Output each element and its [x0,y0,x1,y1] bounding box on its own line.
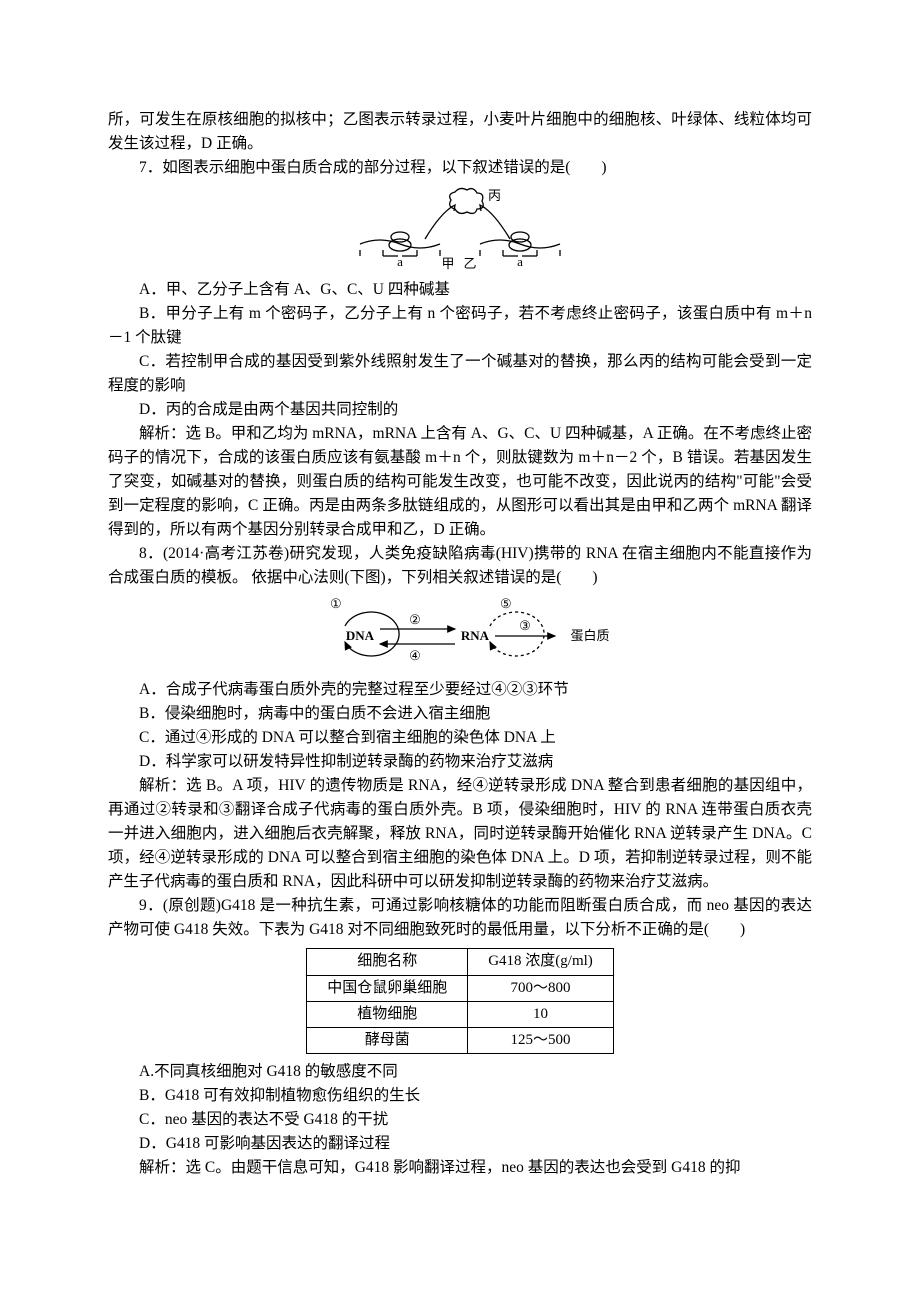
td: 125～500 [468,1028,614,1054]
fig1-yi: 乙 [463,256,476,271]
table-header-row: 细胞名称 G418 浓度(g/ml) [307,949,614,975]
intro-tail: 所，可发生在原核细胞的拟核中；乙图表示转录过程，小麦叶片细胞中的细胞核、叶绿体、… [108,108,812,156]
q8-stem: 8．(2014·高考江苏卷)研究发现，人类免疫缺陷病毒(HIV)携带的 RNA … [108,542,812,590]
q7-stem: 7．如图表示细胞中蛋白质合成的部分过程，以下叙述错误的是( ) [108,156,812,180]
q8-optD: D．科学家可以研发特异性抑制逆转录酶的药物来治疗艾滋病 [108,750,812,774]
q9-optD: D．G418 可影响基因表达的翻译过程 [108,1132,812,1156]
q9-stem: 9．(原创题)G418 是一种抗生素，可通过影响核糖体的功能而阻断蛋白质合成，而… [108,894,812,942]
q9-optA: A.不同真核细胞对 G418 的敏感度不同 [108,1060,812,1084]
td: 酵母菌 [307,1028,468,1054]
fig2-n1: ① [330,596,342,611]
fig1-a1: a [397,254,403,269]
q7-optC: C．若控制甲合成的基因受到紫外线照射发生了一个碱基对的替换，那么丙的结构可能会受… [108,350,812,398]
q9-optB: B．G418 可有效抑制植物愈伤组织的生长 [108,1084,812,1108]
td: 700～800 [468,975,614,1001]
q7-optA: A．甲、乙分子上含有 A、G、C、U 四种碱基 [108,278,812,302]
q8-figure: DNA RNA 蛋白质 ① ② ③ ④ ⑤ [108,594,812,674]
q7-figure: a a 甲 乙 丙 [108,184,812,274]
fig2-n4: ④ [409,648,421,663]
q9-ans: 解析：选 C。由题干信息可知，G418 影响翻译过程，neo 基因的表达也会受到… [108,1156,812,1180]
fig1-bing: 丙 [488,188,501,203]
q8-optA: A．合成子代病毒蛋白质外壳的完整过程至少要经过④②③环节 [108,678,812,702]
q9-table: 细胞名称 G418 浓度(g/ml) 中国仓鼠卵巢细胞 700～800 植物细胞… [306,948,614,1054]
table-row: 中国仓鼠卵巢细胞 700～800 [307,975,614,1001]
td: 10 [468,1001,614,1027]
fig2-protein: 蛋白质 [570,628,609,643]
td: 中国仓鼠卵巢细胞 [307,975,468,1001]
fig2-n3: ③ [519,618,531,633]
th-0: 细胞名称 [307,949,468,975]
q8-ans: 解析：选 B。A 项，HIV 的遗传物质是 RNA，经④逆转录形成 DNA 整合… [108,774,812,894]
table-row: 植物细胞 10 [307,1001,614,1027]
fig2-rna: RNA [461,628,490,643]
fig2-dna: DNA [346,628,375,643]
q8-optB: B．侵染细胞时，病毒中的蛋白质不会进入宿主细胞 [108,702,812,726]
q7-ans: 解析：选 B。甲和乙均为 mRNA，mRNA 上含有 A、G、C、U 四种碱基，… [108,422,812,542]
td: 植物细胞 [307,1001,468,1027]
q7-optB: B．甲分子上有 m 个密码子，乙分子上有 n 个密码子，若不考虑终止密码子，该蛋… [108,302,812,350]
fig2-n5: ⑤ [500,596,512,611]
fig1-a2: a [517,254,523,269]
fig1-jia: 甲 [441,256,454,271]
q8-optC: C．通过④形成的 DNA 可以整合到宿主细胞的染色体 DNA 上 [108,726,812,750]
table-row: 酵母菌 125～500 [307,1028,614,1054]
fig2-n2: ② [409,612,421,627]
q7-optD: D．丙的合成是由两个基因共同控制的 [108,398,812,422]
q9-optC: C．neo 基因的表达不受 G418 的干扰 [108,1108,812,1132]
th-1: G418 浓度(g/ml) [468,949,614,975]
